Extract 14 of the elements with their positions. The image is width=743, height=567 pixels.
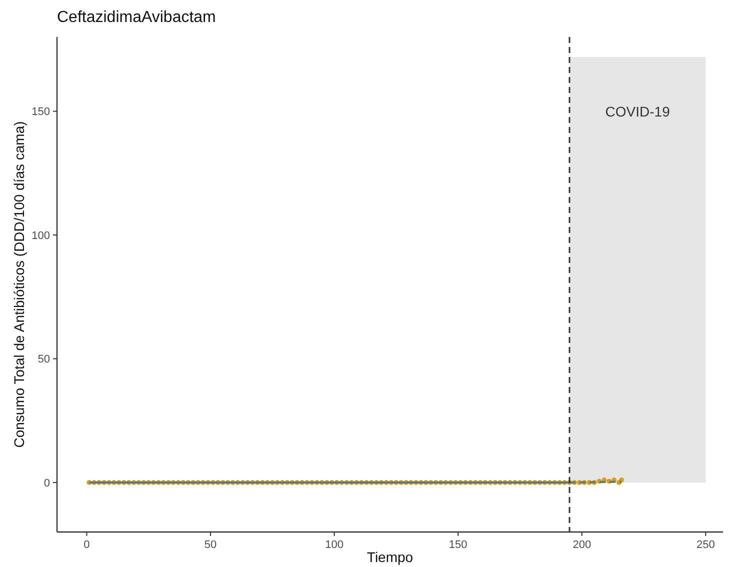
y-tick-label: 0	[44, 477, 50, 490]
x-tick-label: 150	[448, 539, 468, 551]
x-tick-label: 100	[325, 539, 344, 551]
x-tick-label: 50	[204, 539, 217, 551]
x-tick-label: 250	[696, 539, 715, 551]
chart-title: CeftazidimaAvibactam	[57, 9, 216, 26]
x-axis-title: Tiempo	[366, 549, 414, 565]
x-tick-label: 200	[572, 539, 592, 551]
y-axis-title: Consumo Total de Antibióticos (DDD/100 días cama)	[11, 121, 27, 448]
x-tick-label: 0	[84, 539, 90, 551]
band-label: COVID-19	[605, 103, 670, 120]
y-tick-label: 50	[38, 354, 50, 366]
y-tick-label: 100	[32, 230, 50, 242]
y-tick-label: 150	[32, 106, 50, 118]
